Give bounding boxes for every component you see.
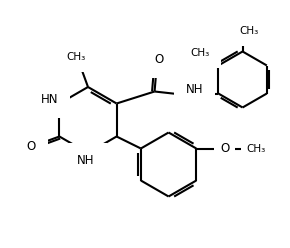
Text: NH: NH xyxy=(186,83,203,96)
Text: CH₃: CH₃ xyxy=(239,26,258,35)
Text: HN: HN xyxy=(41,93,58,106)
Text: O: O xyxy=(154,53,163,66)
Text: CH₃: CH₃ xyxy=(66,52,86,62)
Text: NH: NH xyxy=(77,155,95,167)
Text: O: O xyxy=(27,140,36,153)
Text: CH₃: CH₃ xyxy=(191,48,210,58)
Text: O: O xyxy=(220,142,230,155)
Text: CH₃: CH₃ xyxy=(246,144,266,154)
